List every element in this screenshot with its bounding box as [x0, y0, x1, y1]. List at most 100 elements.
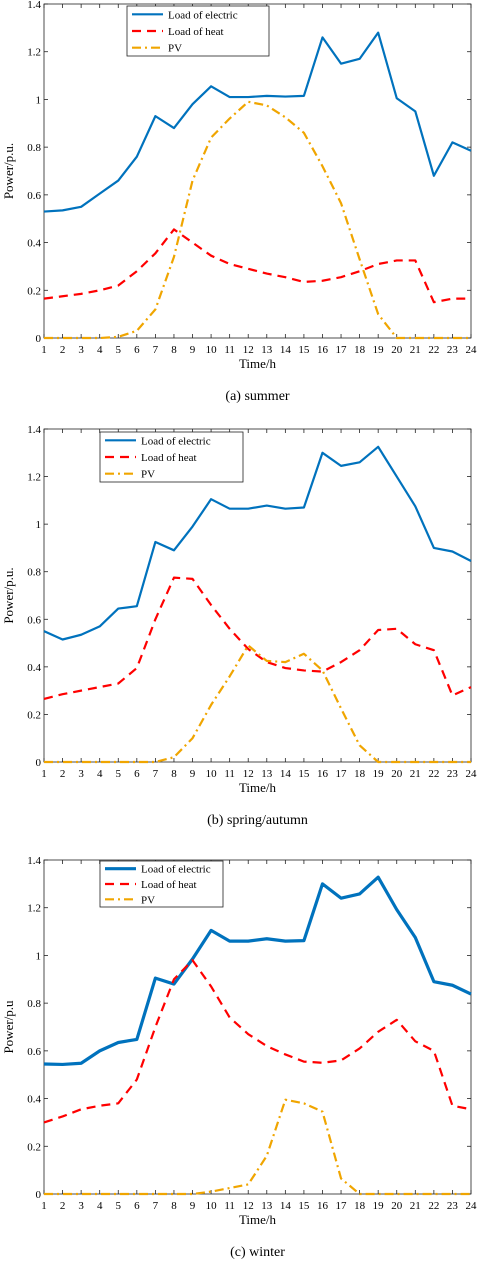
series-line-load-of-electric	[43, 875, 472, 1067]
x-axis-label: Time/h	[239, 1212, 277, 1227]
legend-label: Load of electric	[141, 864, 211, 876]
x-tick-label: 9	[190, 344, 196, 356]
x-tick-label: 5	[116, 768, 122, 780]
x-tick-label: 12	[243, 768, 254, 780]
x-tick-label: 17	[336, 344, 348, 356]
x-tick-label: 6	[134, 1200, 140, 1212]
legend-label: PV	[141, 894, 155, 906]
x-tick-label: 20	[391, 1200, 403, 1212]
plot-frame	[43, 3, 472, 339]
chart-panel-2: 00.20.40.60.811.21.41 2 3 4 5 6 7 8 9 10 11 12 13 14 1…	[1, 424, 477, 828]
series-line-pv	[44, 644, 471, 764]
y-tick-label: 1.4	[27, 855, 41, 867]
y-tick-label: 1.2	[27, 472, 41, 484]
panel-caption: (c) winter	[230, 1245, 285, 1260]
x-tick-label: 16	[317, 768, 329, 780]
y-tick-label: 1.4	[27, 424, 41, 436]
x-tick-label: 19	[373, 768, 385, 780]
y-tick-label: 0	[36, 333, 42, 345]
plot-frame	[43, 859, 472, 1195]
y-tick-label: 0.2	[27, 285, 41, 297]
legend-label: Load of heat	[141, 879, 197, 891]
x-axis-label: Time/h	[239, 780, 277, 795]
legend-label: Load of electric	[168, 9, 238, 21]
x-tick-label: 23	[447, 768, 459, 780]
y-axis-label: Power/p.u.	[1, 143, 16, 199]
x-tick-label: 12	[243, 1200, 254, 1212]
x-tick-label: 10	[206, 344, 218, 356]
y-tick-label: 0.6	[27, 614, 41, 626]
y-tick-label: 0.2	[27, 709, 41, 721]
y-tick-label: 0.6	[27, 1046, 41, 1058]
legend-label: Load of heat	[168, 26, 224, 38]
x-tick-label: 21	[410, 344, 421, 356]
legend: Load of electric Load of heat PV	[126, 5, 270, 57]
legend-label: PV	[168, 43, 182, 55]
x-tick-label: 19	[373, 344, 385, 356]
x-tick-label: 3	[78, 1200, 84, 1212]
plot-frame	[43, 428, 472, 763]
legend-label: PV	[141, 469, 155, 481]
series-line-load-of-heat	[43, 959, 472, 1124]
x-tick-label: 16	[317, 1200, 329, 1212]
x-tick-label: 13	[261, 1200, 273, 1212]
x-tick-label: 15	[298, 1200, 310, 1212]
x-tick-label: 10	[206, 768, 218, 780]
x-tick-label: 4	[97, 1200, 103, 1212]
legend: Load of electric Load of heat PV	[99, 860, 224, 908]
y-tick-label: 1.2	[27, 903, 41, 915]
x-tick-label: 22	[428, 768, 439, 780]
y-tick-label: 0.2	[27, 1141, 41, 1153]
x-tick-label: 11	[224, 344, 235, 356]
x-tick-label: 2	[60, 768, 66, 780]
x-tick-label: 22	[428, 1200, 439, 1212]
x-tick-label: 1	[41, 344, 47, 356]
series-line-pv	[44, 100, 471, 340]
y-tick-label: 0.4	[27, 1094, 41, 1106]
series-line-load-of-electric	[43, 445, 472, 641]
x-tick-label: 9	[190, 1200, 196, 1212]
x-tick-label: 12	[243, 344, 254, 356]
x-tick-label: 13	[261, 344, 273, 356]
x-tick-label: 18	[354, 1200, 366, 1212]
x-tick-label: 7	[153, 344, 159, 356]
x-tick-label: 13	[261, 768, 273, 780]
y-tick-label: 0.8	[27, 567, 41, 579]
x-tick-label: 4	[97, 344, 103, 356]
x-tick-label: 3	[78, 344, 84, 356]
x-tick-label: 5	[116, 344, 122, 356]
y-axis-label: Power/p.u.	[1, 567, 16, 623]
x-tick-label: 16	[317, 344, 329, 356]
x-tick-label: 2	[60, 344, 66, 356]
y-tick-label: 1.2	[27, 47, 41, 59]
x-tick-label: 24	[466, 1200, 477, 1212]
y-tick-label: 1	[36, 950, 42, 962]
x-tick-label: 11	[224, 1200, 235, 1212]
legend-label: Load of heat	[141, 452, 197, 464]
x-tick-label: 24	[466, 344, 477, 356]
x-tick-label: 17	[336, 768, 348, 780]
x-tick-label: 3	[78, 768, 84, 780]
x-tick-label: 14	[280, 1200, 292, 1212]
x-tick-label: 15	[298, 344, 310, 356]
y-tick-label: 0.8	[27, 998, 41, 1010]
y-tick-label: 1	[36, 94, 42, 106]
x-tick-label: 17	[336, 1200, 348, 1212]
legend: Load of electric Load of heat PV	[99, 431, 244, 483]
series-line-load-of-electric	[43, 31, 472, 213]
legend-label: Load of electric	[141, 435, 211, 447]
x-tick-label: 22	[428, 344, 439, 356]
x-tick-label: 21	[410, 768, 421, 780]
x-tick-label: 18	[354, 344, 366, 356]
y-tick-label: 0	[36, 1189, 42, 1201]
x-tick-label: 18	[354, 768, 366, 780]
x-tick-label: 6	[134, 344, 140, 356]
y-tick-label: 0	[36, 757, 42, 769]
x-tick-label: 7	[153, 768, 159, 780]
x-tick-label: 4	[97, 768, 103, 780]
series-line-pv	[44, 1098, 471, 1196]
x-tick-label: 23	[447, 344, 459, 356]
x-tick-label: 21	[410, 1200, 421, 1212]
x-tick-label: 14	[280, 344, 292, 356]
